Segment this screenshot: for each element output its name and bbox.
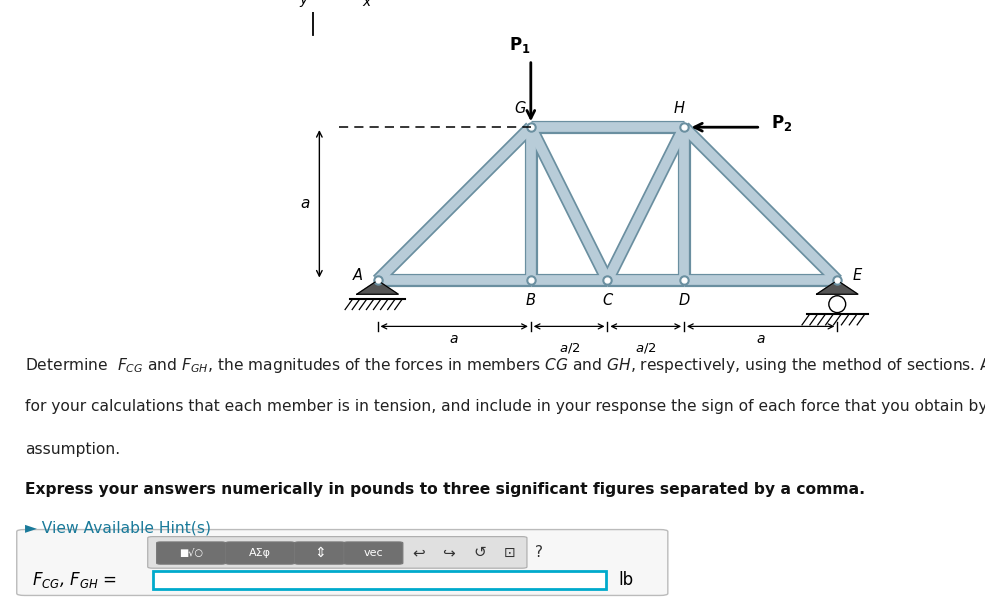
Text: $F_{CG}$, $F_{GH}$ =: $F_{CG}$, $F_{GH}$ =	[32, 570, 116, 590]
Text: E: E	[853, 268, 862, 283]
Text: Express your answers numerically in pounds to three significant figures separate: Express your answers numerically in poun…	[25, 483, 865, 498]
FancyBboxPatch shape	[226, 542, 295, 564]
Text: lb: lb	[619, 571, 633, 589]
Text: B: B	[526, 293, 536, 308]
FancyBboxPatch shape	[148, 537, 527, 568]
Text: $a$: $a$	[755, 332, 765, 346]
FancyBboxPatch shape	[295, 542, 345, 564]
Text: $a/2$: $a/2$	[558, 341, 580, 355]
Text: $a$: $a$	[449, 332, 459, 346]
Text: $a/2$: $a/2$	[635, 341, 656, 355]
Text: assumption.: assumption.	[25, 442, 120, 457]
Text: ↪: ↪	[442, 545, 454, 560]
FancyBboxPatch shape	[344, 542, 403, 564]
Circle shape	[828, 296, 846, 313]
Text: ⊡: ⊡	[503, 546, 515, 560]
Text: ?: ?	[535, 545, 543, 560]
Text: ► View Available Hint(s): ► View Available Hint(s)	[25, 520, 211, 535]
FancyBboxPatch shape	[17, 529, 668, 596]
Text: $a$: $a$	[300, 197, 310, 212]
Text: ⇕: ⇕	[314, 546, 325, 560]
FancyBboxPatch shape	[153, 571, 606, 589]
Text: $\mathbf{P_2}$: $\mathbf{P_2}$	[771, 112, 793, 133]
Polygon shape	[357, 281, 398, 294]
Text: ↩: ↩	[413, 545, 425, 560]
Text: A: A	[353, 268, 362, 283]
Polygon shape	[817, 281, 858, 294]
Text: H: H	[674, 102, 685, 117]
Text: for your calculations that each member is in tension, and include in your respon: for your calculations that each member i…	[25, 399, 985, 414]
Text: G: G	[514, 102, 526, 117]
Text: D: D	[679, 293, 690, 308]
Text: $x$: $x$	[361, 0, 372, 8]
Text: $y$: $y$	[298, 0, 309, 9]
Text: C: C	[602, 293, 613, 308]
Text: AΣφ: AΣφ	[249, 548, 271, 558]
Text: ■√○: ■√○	[179, 548, 203, 558]
FancyBboxPatch shape	[157, 542, 226, 564]
Text: Determine  $F_{CG}$ and $F_{GH}$, the magnitudes of the forces in members $CG$ a: Determine $F_{CG}$ and $F_{GH}$, the mag…	[25, 356, 985, 375]
Text: vec: vec	[363, 548, 383, 558]
Text: ↺: ↺	[474, 545, 486, 560]
Text: $\mathbf{P_1}$: $\mathbf{P_1}$	[509, 35, 531, 55]
